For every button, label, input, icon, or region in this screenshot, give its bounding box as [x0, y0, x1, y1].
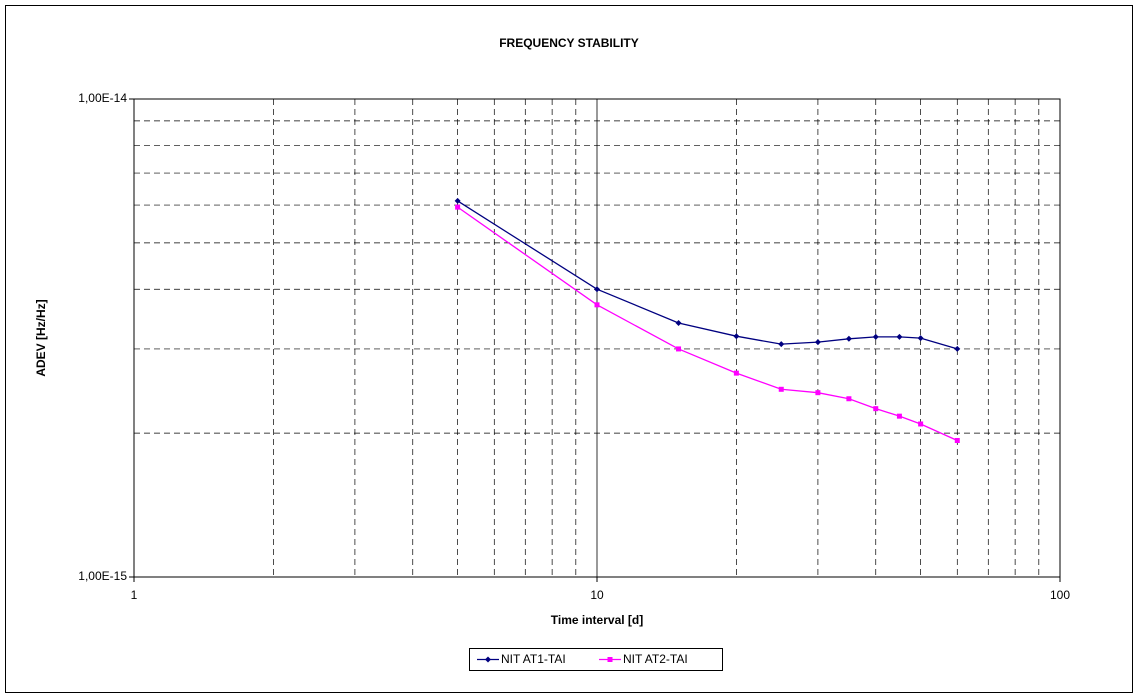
- y-tick-label: 1,00E-15: [78, 569, 127, 583]
- plot-border: [133, 98, 1061, 578]
- legend-label: NIT AT2-TAI: [623, 652, 688, 666]
- x-tick-label: 1: [131, 588, 138, 602]
- marker: [778, 341, 785, 348]
- x-tick-label: 100: [1050, 588, 1070, 602]
- marker: [455, 204, 461, 210]
- marker: [954, 345, 961, 352]
- legend-marker: [485, 656, 491, 663]
- marker: [917, 335, 924, 342]
- legend-marker: [607, 657, 613, 662]
- marker: [954, 438, 960, 444]
- legend: [469, 648, 723, 671]
- marker: [594, 286, 600, 293]
- chart-title: FREQUENCY STABILITY: [499, 36, 639, 50]
- marker: [454, 197, 461, 204]
- marker: [733, 333, 740, 340]
- marker: [846, 396, 852, 402]
- marker: [873, 406, 879, 412]
- y-axis-label: ADEV [Hz/Hz]: [34, 299, 48, 376]
- marker: [676, 346, 682, 352]
- marker: [845, 335, 852, 342]
- legend-label: NIT AT1-TAI: [501, 652, 566, 666]
- marker: [675, 319, 682, 326]
- marker: [896, 333, 903, 340]
- y-tick-label: 1,00E-14: [78, 91, 127, 105]
- x-axis-label: Time interval [d]: [551, 613, 643, 627]
- marker: [896, 413, 902, 419]
- x-tick-label: 10: [590, 588, 604, 602]
- marker: [814, 339, 821, 346]
- marker: [815, 390, 821, 396]
- marker: [733, 370, 739, 376]
- marker: [918, 421, 924, 427]
- marker: [594, 302, 600, 308]
- marker: [872, 333, 879, 340]
- marker: [778, 386, 784, 392]
